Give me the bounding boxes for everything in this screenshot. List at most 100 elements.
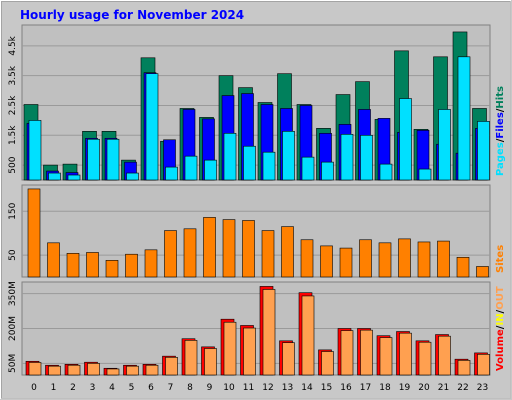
legend-separator: / [495, 108, 506, 112]
bar [48, 172, 61, 181]
bar [438, 109, 451, 181]
legend: Pages/Files/Hits [495, 86, 506, 176]
x-tick-label: 10 [223, 383, 235, 393]
bar [165, 166, 178, 181]
bar [204, 348, 217, 376]
bar [223, 132, 237, 181]
bar [184, 340, 198, 376]
bar [438, 335, 451, 376]
bar [164, 230, 177, 278]
y-tick-label: 50M [8, 354, 18, 373]
bar [203, 217, 216, 278]
bar [105, 260, 119, 278]
bar [379, 163, 393, 181]
x-tick-label: 0 [31, 383, 37, 393]
bar [262, 151, 276, 181]
bar [360, 329, 373, 376]
bar [47, 242, 60, 278]
legend-separator: / [495, 309, 506, 313]
bar [457, 360, 471, 376]
bar [262, 289, 276, 376]
bar [67, 364, 81, 376]
x-tick-label: 13 [282, 383, 293, 393]
bar [67, 174, 81, 181]
bar [222, 219, 236, 278]
x-tick-label: 22 [457, 383, 468, 393]
bar [28, 120, 42, 181]
bar [301, 295, 315, 376]
y-tick-label: 3.5k [8, 65, 18, 85]
bar [204, 159, 217, 181]
bar [437, 240, 450, 278]
bar [28, 362, 42, 376]
bar [87, 138, 100, 181]
bar [340, 330, 354, 376]
bar [242, 220, 255, 278]
legend-entry: Volume [495, 329, 506, 371]
legend-entry: Pages [495, 142, 506, 176]
bar [339, 247, 353, 278]
y-tick-label: 500 [8, 156, 18, 173]
bar [399, 332, 412, 376]
legend-entry: IN [495, 313, 506, 325]
bar [399, 98, 412, 181]
y-tick-label: 200M [8, 316, 18, 341]
panel [21, 24, 491, 181]
x-tick-label: 16 [340, 383, 352, 393]
bar [476, 266, 489, 278]
x-tick-label: 21 [438, 383, 449, 393]
x-tick-label: 4 [109, 383, 115, 393]
bar [418, 341, 432, 376]
bar [126, 172, 139, 181]
bar [87, 363, 100, 376]
bar [243, 145, 256, 181]
legend-separator: / [495, 325, 506, 329]
x-tick-label: 19 [399, 383, 411, 393]
x-tick-label: 23 [477, 383, 488, 393]
bar [418, 168, 432, 181]
y-tick-label: 1.5k [8, 125, 18, 145]
bar [145, 73, 159, 181]
bar [456, 256, 470, 278]
bar [477, 121, 490, 181]
x-tick-label: 18 [379, 383, 391, 393]
x-tick-label: 20 [418, 383, 430, 393]
bar [184, 155, 198, 181]
x-tick-label: 7 [168, 383, 174, 393]
bar [417, 241, 431, 278]
bar [301, 156, 315, 181]
y-tick-label: 350M [8, 281, 18, 306]
x-tick-label: 12 [262, 383, 273, 393]
bar [48, 365, 61, 376]
legend: Volume/IN/OUT [495, 286, 506, 371]
bar [145, 364, 159, 376]
x-tick-label: 8 [187, 383, 193, 393]
legend-entry: Sites [495, 245, 506, 273]
legend-entry: OUT [495, 286, 506, 310]
bar [183, 228, 197, 278]
x-tick-label: 6 [148, 383, 154, 393]
bar [27, 188, 41, 278]
y-tick-label: 4.5k [8, 35, 18, 55]
bar [321, 161, 334, 181]
legend-entry: Hits [495, 86, 506, 109]
bar [106, 138, 120, 181]
bar [282, 131, 295, 181]
bar [165, 357, 178, 376]
bar [477, 354, 490, 376]
y-tick-label: 150 [8, 202, 18, 219]
bar [281, 226, 294, 278]
bar [320, 245, 333, 278]
bar [378, 242, 392, 278]
bar [106, 368, 120, 376]
x-tick-label: 17 [360, 383, 371, 393]
bar [126, 365, 139, 376]
legend-separator: / [495, 138, 506, 142]
x-tick-label: 2 [70, 383, 76, 393]
x-tick-label: 5 [129, 383, 135, 393]
bar [282, 342, 295, 376]
bar [321, 351, 334, 376]
